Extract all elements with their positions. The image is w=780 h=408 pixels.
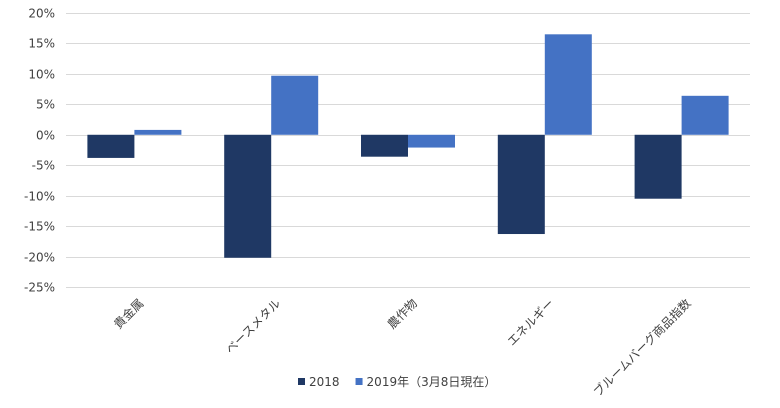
y-tick-label: -15% [24, 220, 55, 234]
y-tick-label: 15% [28, 37, 55, 51]
x-category-label: ブルームバーグ商品指数 [590, 296, 694, 400]
x-category-label: ベースメタル [223, 296, 283, 356]
bar-series2-2 [408, 134, 455, 148]
y-tick-label: -10% [24, 190, 55, 204]
bar-series1-4 [634, 134, 682, 199]
legend-swatch-1 [298, 378, 305, 385]
bar-series1-3 [497, 134, 545, 235]
y-tick-label: 0% [36, 129, 55, 143]
legend: 2018 2019年（3月8日現在） [298, 375, 496, 389]
bar-series2-0 [134, 129, 182, 135]
bar-series2-3 [544, 34, 592, 135]
x-category-label: エネルギー [505, 296, 557, 348]
bar-series1-0 [87, 134, 135, 158]
x-category-label: 貴金属 [110, 296, 146, 332]
y-axis-ticks: 20% 15% 10% 5% 0% -5% -10% -15% -20% -25% [24, 7, 55, 295]
legend-label-1: 2018 [309, 375, 340, 389]
bar-series2-4 [681, 95, 729, 135]
bar-series1-2 [361, 134, 408, 157]
bar-series1-1 [224, 134, 272, 258]
x-category-label: 農作物 [385, 296, 420, 331]
y-tick-label: 20% [28, 7, 55, 21]
legend-label-2: 2019年（3月8日現在） [367, 375, 497, 389]
bar-series2-1 [271, 75, 319, 135]
y-tick-label: 10% [28, 68, 55, 82]
y-tick-label: -20% [24, 251, 55, 265]
bars [87, 34, 729, 258]
y-tick-label: -25% [24, 281, 55, 295]
y-tick-label: -5% [32, 159, 55, 173]
legend-swatch-2 [355, 378, 363, 385]
y-tick-label: 5% [36, 98, 55, 112]
